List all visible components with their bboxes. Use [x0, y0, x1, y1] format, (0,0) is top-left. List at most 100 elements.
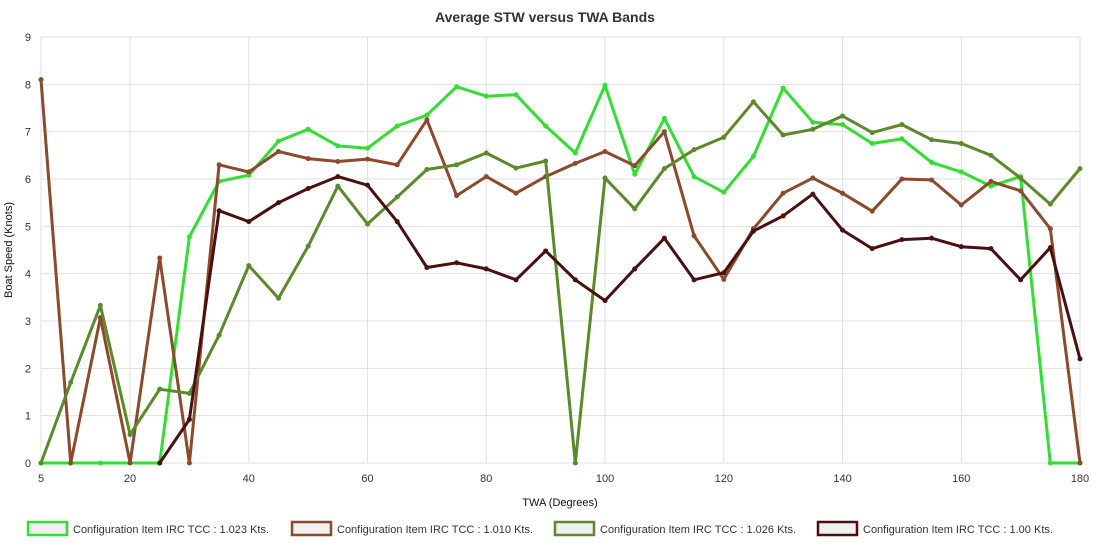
data-point[interactable]: [394, 219, 400, 225]
data-point[interactable]: [929, 137, 935, 143]
data-point[interactable]: [127, 460, 133, 466]
data-point[interactable]: [424, 265, 430, 271]
data-point[interactable]: [186, 416, 192, 422]
data-point[interactable]: [780, 190, 786, 196]
data-point[interactable]: [275, 295, 281, 301]
data-point[interactable]: [483, 150, 489, 156]
data-point[interactable]: [632, 206, 638, 212]
data-point[interactable]: [216, 162, 222, 168]
data-point[interactable]: [572, 460, 578, 466]
data-point[interactable]: [246, 219, 252, 225]
data-point[interactable]: [513, 165, 519, 171]
data-point[interactable]: [335, 158, 341, 164]
data-point[interactable]: [750, 228, 756, 234]
data-point[interactable]: [632, 163, 638, 169]
data-point[interactable]: [1018, 188, 1024, 194]
data-point[interactable]: [691, 277, 697, 283]
data-point[interactable]: [246, 169, 252, 175]
data-point[interactable]: [1077, 356, 1083, 362]
data-point[interactable]: [1047, 245, 1053, 251]
data-point[interactable]: [186, 460, 192, 466]
data-point[interactable]: [246, 263, 252, 269]
data-point[interactable]: [988, 246, 994, 252]
data-point[interactable]: [602, 82, 608, 88]
data-point[interactable]: [1077, 460, 1083, 466]
data-point[interactable]: [840, 190, 846, 196]
data-point[interactable]: [424, 117, 430, 123]
data-point[interactable]: [632, 171, 638, 177]
data-point[interactable]: [899, 176, 905, 182]
data-point[interactable]: [840, 122, 846, 128]
data-point[interactable]: [127, 432, 133, 438]
data-point[interactable]: [543, 248, 549, 254]
data-point[interactable]: [572, 150, 578, 156]
data-point[interactable]: [513, 92, 519, 98]
data-point[interactable]: [186, 234, 192, 240]
data-point[interactable]: [721, 189, 727, 195]
data-point[interactable]: [335, 143, 341, 149]
data-point[interactable]: [572, 160, 578, 166]
data-point[interactable]: [899, 136, 905, 142]
data-point[interactable]: [988, 152, 994, 158]
data-point[interactable]: [38, 77, 44, 83]
data-point[interactable]: [899, 122, 905, 128]
data-point[interactable]: [1047, 460, 1053, 466]
data-point[interactable]: [1047, 201, 1053, 207]
data-point[interactable]: [424, 112, 430, 118]
data-point[interactable]: [840, 113, 846, 119]
data-point[interactable]: [929, 159, 935, 165]
data-point[interactable]: [483, 93, 489, 99]
data-point[interactable]: [721, 270, 727, 276]
data-point[interactable]: [661, 129, 667, 135]
data-point[interactable]: [513, 277, 519, 283]
data-point[interactable]: [1047, 226, 1053, 232]
data-point[interactable]: [840, 227, 846, 233]
data-point[interactable]: [1077, 166, 1083, 172]
data-point[interactable]: [97, 302, 103, 308]
data-point[interactable]: [68, 380, 74, 386]
data-point[interactable]: [750, 153, 756, 159]
data-point[interactable]: [810, 175, 816, 181]
data-point[interactable]: [365, 145, 371, 151]
data-point[interactable]: [543, 158, 549, 164]
data-point[interactable]: [869, 246, 875, 252]
data-point[interactable]: [572, 277, 578, 283]
data-point[interactable]: [275, 200, 281, 206]
data-point[interactable]: [988, 183, 994, 189]
data-point[interactable]: [335, 183, 341, 189]
data-point[interactable]: [869, 130, 875, 136]
data-point[interactable]: [275, 149, 281, 155]
data-point[interactable]: [365, 182, 371, 188]
data-point[interactable]: [335, 174, 341, 180]
data-point[interactable]: [216, 332, 222, 338]
data-point[interactable]: [810, 191, 816, 197]
data-point[interactable]: [394, 123, 400, 129]
data-point[interactable]: [365, 221, 371, 227]
data-point[interactable]: [216, 208, 222, 214]
data-point[interactable]: [365, 156, 371, 162]
legend-item[interactable]: Configuration Item IRC TCC : 1.010 Kts.: [290, 520, 533, 537]
data-point[interactable]: [305, 126, 311, 132]
legend-item[interactable]: Configuration Item IRC TCC : 1.023 Kts.: [26, 520, 269, 537]
data-point[interactable]: [483, 266, 489, 272]
data-point[interactable]: [454, 193, 460, 199]
data-point[interactable]: [157, 386, 163, 392]
data-point[interactable]: [602, 175, 608, 181]
data-point[interactable]: [394, 162, 400, 168]
data-point[interactable]: [602, 298, 608, 304]
legend-item[interactable]: Configuration Item IRC TCC : 1.026 Kts.: [553, 520, 796, 537]
data-point[interactable]: [543, 123, 549, 129]
data-point[interactable]: [1018, 277, 1024, 283]
data-point[interactable]: [1018, 175, 1024, 181]
data-point[interactable]: [810, 126, 816, 132]
data-point[interactable]: [424, 167, 430, 173]
data-point[interactable]: [38, 460, 44, 466]
data-point[interactable]: [305, 185, 311, 191]
data-point[interactable]: [454, 84, 460, 90]
data-point[interactable]: [780, 213, 786, 219]
data-point[interactable]: [661, 235, 667, 241]
data-point[interactable]: [869, 208, 875, 214]
data-point[interactable]: [513, 190, 519, 196]
data-point[interactable]: [483, 174, 489, 180]
data-point[interactable]: [661, 115, 667, 121]
